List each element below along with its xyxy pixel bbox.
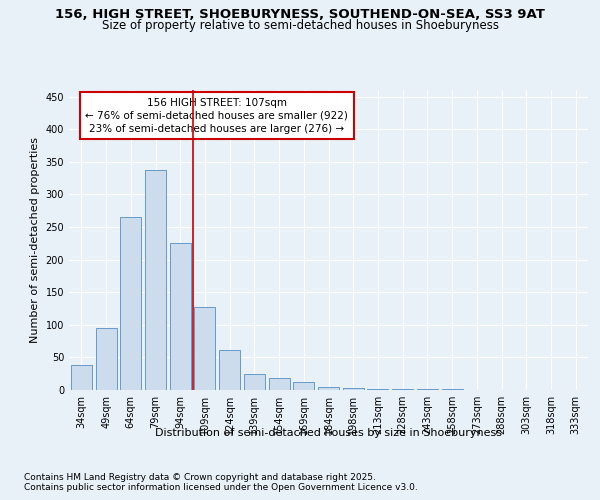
- Bar: [194, 307, 215, 390]
- Bar: [343, 388, 364, 390]
- Bar: [219, 350, 240, 390]
- Text: 156, HIGH STREET, SHOEBURYNESS, SOUTHEND-ON-SEA, SS3 9AT: 156, HIGH STREET, SHOEBURYNESS, SOUTHEND…: [55, 8, 545, 20]
- Bar: [318, 386, 339, 390]
- Text: 156 HIGH STREET: 107sqm
← 76% of semi-detached houses are smaller (922)
23% of s: 156 HIGH STREET: 107sqm ← 76% of semi-de…: [85, 98, 349, 134]
- Bar: [120, 217, 141, 390]
- Text: Size of property relative to semi-detached houses in Shoeburyness: Size of property relative to semi-detach…: [101, 18, 499, 32]
- Bar: [269, 378, 290, 390]
- Bar: [367, 388, 388, 390]
- Bar: [170, 244, 191, 390]
- Bar: [244, 374, 265, 390]
- Text: Contains public sector information licensed under the Open Government Licence v3: Contains public sector information licen…: [24, 484, 418, 492]
- Bar: [145, 170, 166, 390]
- Bar: [293, 382, 314, 390]
- Y-axis label: Number of semi-detached properties: Number of semi-detached properties: [30, 137, 40, 343]
- Bar: [95, 328, 116, 390]
- Text: Distribution of semi-detached houses by size in Shoeburyness: Distribution of semi-detached houses by …: [155, 428, 502, 438]
- Text: Contains HM Land Registry data © Crown copyright and database right 2025.: Contains HM Land Registry data © Crown c…: [24, 472, 376, 482]
- Bar: [71, 365, 92, 390]
